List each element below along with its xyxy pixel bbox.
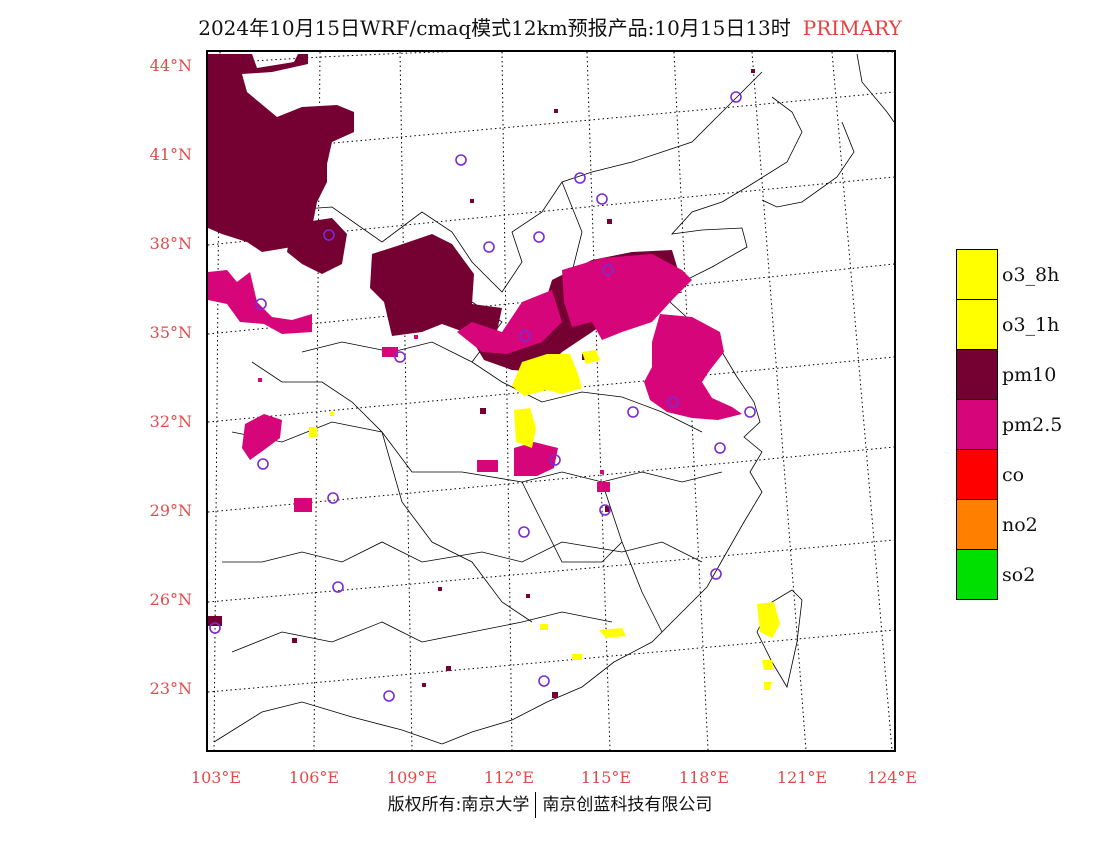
lat-label-35: 35°N [149,323,192,342]
title-text: 2024年10月15日WRF/cmaq模式12km预报产品:10月15日13时 [198,16,791,40]
lat-label-41: 41°N [149,145,192,164]
lon-label-121: 121°E [776,768,828,787]
map-panel[interactable] [206,50,896,752]
legend-swatch-o3-8h [957,250,997,300]
o3-regions [309,350,780,690]
legend-swatch-pm10 [957,350,997,400]
lon-label-106: 106°E [288,768,340,787]
map-title: 2024年10月15日WRF/cmaq模式12km预报产品:10月15日13时 P… [0,12,1100,41]
legend-swatch-no2 [957,500,997,550]
copyright-footer: 版权所有:南京大学 南京创蓝科技有限公司 [0,790,1100,818]
copyright-left: 版权所有:南京大学 [387,795,530,815]
copyright-right: 南京创蓝科技有限公司 [542,795,713,815]
legend-label-o3-1h: o3_1h [1002,314,1060,336]
lat-label-26: 26°N [149,590,192,609]
legend-swatch-pm25 [957,400,997,450]
legend-label-pm10: pm10 [1002,364,1057,386]
map-canvas [208,52,894,750]
lon-label-109: 109°E [386,768,438,787]
legend-swatch-so2 [957,550,997,599]
legend-label-so2: so2 [1002,564,1036,586]
lat-label-44: 44°N [149,56,192,75]
lon-label-124: 124°E [866,768,918,787]
lat-label-38: 38°N [149,234,192,253]
footer-divider [535,792,537,818]
lon-label-103: 103°E [190,768,242,787]
title-tag: PRIMARY [802,16,902,40]
legend [956,249,998,600]
legend-swatch-co [957,450,997,500]
lat-label-23: 23°N [149,679,192,698]
station-markers [209,91,756,702]
lon-label-115: 115°E [580,768,632,787]
lon-label-112: 112°E [483,768,535,787]
legend-label-o3-8h: o3_8h [1002,264,1060,286]
legend-label-no2: no2 [1002,514,1038,536]
lat-label-32: 32°N [149,412,192,431]
legend-label-pm25: pm2.5 [1002,414,1063,436]
lon-label-118: 118°E [678,768,730,787]
lat-label-29: 29°N [149,501,192,520]
pm25-regions [208,254,742,512]
legend-swatch-o3-1h [957,300,997,350]
legend-label-co: co [1002,464,1025,486]
